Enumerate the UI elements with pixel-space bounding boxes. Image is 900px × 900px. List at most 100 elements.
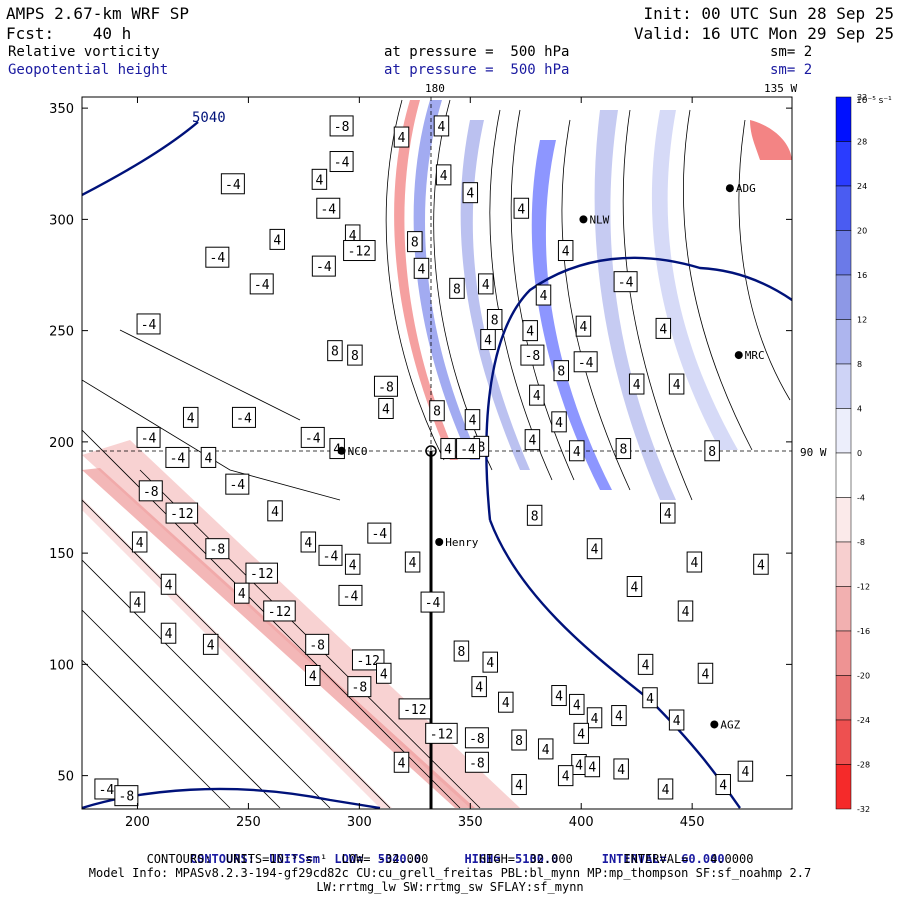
contour-label-value: 8 [477,440,485,455]
colorbar: 32 28 24 20 16 12 8 4 0 -4 -8 -12 -16 -20 -24 -28 -32 [835,93,870,814]
contour-label-box: 4 [573,722,589,744]
contour-label-value: -4 [323,549,339,564]
contour-label-value: 4 [304,536,312,551]
contour-label-box: -4 [613,271,638,293]
station-dot-agz [710,720,719,729]
contour-label-frame [513,197,530,219]
contour-label-box: 4 [657,778,674,800]
contour-label-box: 4 [522,320,538,342]
negative-vorticity-strip-1 [394,100,458,460]
contour-label-box: 4 [551,685,567,707]
contour-label-value: 4 [575,759,583,774]
contour-label-frame [449,277,465,299]
contour-label-frame [398,698,432,720]
contour-label-value: 4 [741,765,749,780]
contour-label-box: -8 [114,785,139,807]
contour-label-box: 4 [524,429,541,451]
contour-label-box: -4 [316,197,341,219]
colorbar-swatch [835,586,852,632]
contour-label-frame [498,691,514,713]
contour-label-box: -12 [245,562,278,584]
contour-label-frame [464,409,481,431]
station-label: NCO [348,445,368,458]
contour-label-box: -4 [136,313,161,335]
height-contour-info: CONTOURS: UNITS=m LOW= 5040.0 HIGH= 5100… [0,838,900,866]
contour-label-frame [200,446,217,468]
colorbar-swatch [835,408,852,454]
contour-label-frame [305,633,330,655]
contour-label-frame [511,729,527,751]
contour-label-frame [182,406,199,428]
height-contour-label: 5040 [192,110,226,126]
x-tick-label: 250 [236,815,261,830]
contour-label-value: -8 [334,120,350,135]
positive-vorticity-strip-4 [594,110,676,500]
contour-label-frame [329,151,354,173]
colorbar-swatch [835,675,852,721]
contour-label-value: 4 [315,173,323,188]
contour-label-box: 8 [704,440,720,462]
contour-label-value: -4 [618,276,634,291]
contour-label-box: 4 [376,662,392,684]
contour-label-box: -12 [263,600,296,622]
contour-label-frame [160,622,177,644]
contour-label-box: -12 [343,240,376,262]
contour-label-box: 4 [737,760,754,782]
positive-vorticity-strip-5 [651,110,738,450]
station-label: AGZ [720,718,740,731]
contour-label-frame [114,785,139,807]
contour-label-box: 4 [557,240,574,262]
model-title: AMPS 2.67-km WRF SP [6,4,190,23]
contour-label-value: 4 [136,536,144,551]
model-info: Model Info: MPASv8.2.3-194-gf29cd82c CU:… [88,866,812,880]
contour-label-frame [220,173,245,195]
contour-label-box: 4 [537,738,554,760]
contour-label-frame [269,228,285,250]
contour-label-box: 4 [575,315,592,337]
contour-label-value: 4 [690,556,698,571]
contour-label-frame [202,633,219,655]
contour-label-box: 4 [697,662,714,684]
station-dot-mrc [734,351,743,360]
contour-label-value: 4 [617,763,625,778]
station-markers: NCO Henry NLW ADG MRC AGZ [337,182,765,731]
positive-vorticity-strip-2 [460,120,530,470]
contour-label-value: 4 [631,581,639,596]
contour-label-frame [129,591,146,613]
station-dot-henry [435,538,444,546]
contour-label-value: 4 [673,378,681,393]
colorbar-swatch [835,230,852,276]
contour-label-value: -12 [170,507,193,522]
contour-label-value: 4 [469,414,477,429]
contour-label-frame [462,182,479,204]
contour-label-box: 8 [486,309,503,330]
contour-label-box: -8 [373,375,398,397]
contour-label-frame [245,562,278,584]
contour-label-box: 4 [300,531,317,553]
contour-label-value: 4 [333,443,341,458]
contour-label-box: -4 [311,255,336,277]
y-axis: 50 100 150 200 250 300 350 [49,102,792,785]
contour-label-value: 8 [351,349,359,364]
contour-label-frame [305,665,321,686]
contour-label-frame [480,329,496,351]
contour-label-value: -4 [425,596,441,611]
field1-level: at pressure = 500 hPa [384,44,570,60]
contour-label-frame [535,284,552,306]
colorbar-label: 24 [857,182,867,191]
colorbar-label: 4 [857,405,862,414]
x-tick-label: 400 [569,815,594,830]
contour-label-value: -4 [141,431,157,446]
contour-label-value: 4 [528,434,536,449]
contour-label-box: -4 [338,584,363,606]
contour-label-box: -12 [425,722,458,744]
contour-label-box: -12 [165,502,199,524]
contour-label-value: 8 [557,365,565,380]
contour-label-frame [136,426,161,448]
contour-label-value: 4 [382,403,390,418]
colorbar-swatch [835,363,852,409]
contour-label-frame [704,440,720,462]
positive-vorticity-strip-1 [413,100,480,460]
contour-label-frame [628,373,645,395]
contour-label-frame [584,756,601,778]
